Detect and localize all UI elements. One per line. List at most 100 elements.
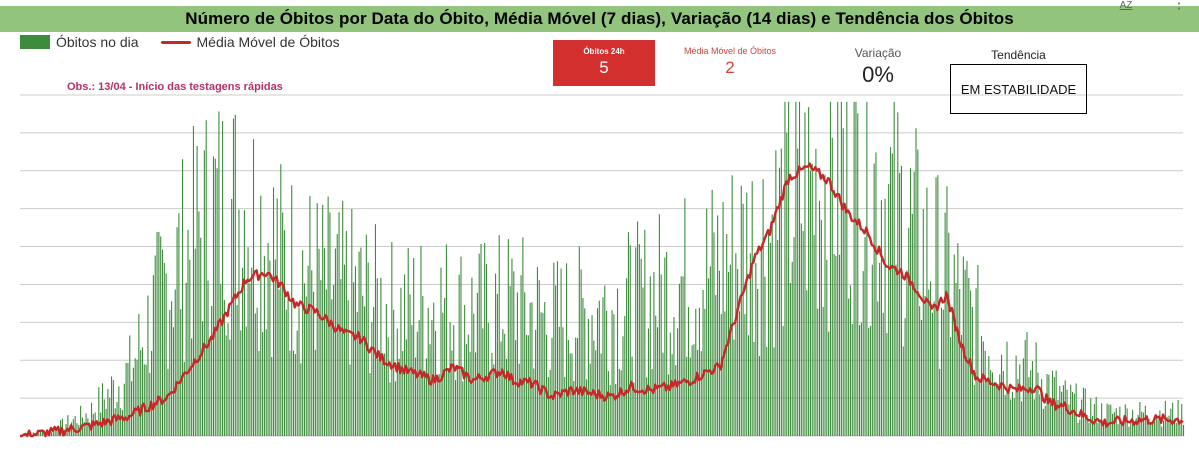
- sort-az-icon[interactable]: AZ: [1119, 0, 1133, 11]
- bar-obitos-no-dia: [875, 152, 877, 436]
- scorecard-variacao-value: 0%: [862, 62, 894, 87]
- bar-obitos-no-dia: [363, 306, 366, 436]
- bar-obitos-no-dia: [589, 363, 591, 436]
- bar-obitos-no-dia: [930, 281, 932, 436]
- scorecard-media-movel: Média Móvel de Óbitos 2: [675, 46, 785, 78]
- bar-obitos-no-dia: [125, 362, 127, 436]
- bar-obitos-no-dia: [533, 368, 535, 436]
- bar-obitos-no-dia: [851, 324, 853, 436]
- bar-obitos-no-dia: [172, 327, 174, 436]
- bar-obitos-no-dia: [209, 341, 211, 436]
- bar-obitos-no-dia: [1033, 399, 1035, 436]
- bar-obitos-no-dia: [868, 327, 870, 436]
- chart-title: Número de Óbitos por Data do Óbito, Médi…: [185, 9, 1014, 28]
- bar-obitos-no-dia: [551, 337, 553, 436]
- bar-obitos-no-dia: [1015, 355, 1017, 436]
- bar-obitos-no-dia: [143, 364, 145, 436]
- bar-obitos-no-dia: [788, 101, 790, 436]
- bar-obitos-no-dia: [218, 111, 220, 436]
- bar-obitos-no-dia: [320, 280, 322, 436]
- bar-obitos-no-dia: [140, 350, 142, 436]
- bar-obitos-no-dia: [489, 372, 491, 436]
- bar-obitos-no-dia: [1102, 422, 1105, 436]
- bar-obitos-no-dia: [556, 261, 559, 436]
- bar-obitos-no-dia: [251, 267, 253, 436]
- bar-obitos-no-dia: [973, 385, 975, 436]
- bar-obitos-no-dia: [1108, 404, 1110, 436]
- bar-obitos-no-dia: [1022, 358, 1024, 436]
- bar-obitos-no-dia: [848, 298, 850, 436]
- bar-obitos-no-dia: [778, 167, 781, 436]
- bar-obitos-no-dia: [564, 376, 566, 436]
- bar-obitos-no-dia: [242, 267, 244, 436]
- bar-obitos-no-dia: [1133, 423, 1135, 436]
- bar-obitos-no-dia: [828, 331, 830, 436]
- bar-obitos-no-dia: [1081, 399, 1083, 436]
- bar-obitos-no-dia: [593, 340, 595, 436]
- bar-obitos-no-dia: [647, 328, 650, 436]
- bar-obitos-no-dia: [591, 315, 593, 436]
- bar-obitos-no-dia: [769, 242, 771, 436]
- scorecard-obitos-24h-value: 5: [599, 58, 609, 77]
- bar-obitos-no-dia: [1155, 415, 1157, 436]
- bar-obitos-no-dia: [165, 273, 167, 436]
- bar-obitos-no-dia: [695, 308, 697, 436]
- bar-obitos-no-dia: [940, 307, 943, 436]
- bar-obitos-no-dia: [87, 418, 89, 436]
- bar-obitos-no-dia: [646, 377, 648, 436]
- bar-obitos-no-dia: [212, 156, 215, 436]
- bar-obitos-no-dia: [505, 358, 508, 436]
- bar-obitos-no-dia: [1146, 417, 1148, 436]
- bar-obitos-no-dia: [114, 408, 116, 436]
- bar-obitos-no-dia: [529, 302, 531, 436]
- bar-obitos-no-dia: [285, 309, 287, 436]
- bar-obitos-no-dia: [1166, 417, 1168, 436]
- bar-obitos-no-dia: [1028, 377, 1030, 436]
- bar-obitos-no-dia: [1059, 385, 1061, 436]
- bar-obitos-no-dia: [886, 333, 888, 436]
- bar-obitos-no-dia: [293, 350, 295, 436]
- bar-obitos-no-dia: [305, 296, 307, 436]
- bar-obitos-no-dia: [1117, 424, 1119, 436]
- bar-obitos-no-dia: [706, 208, 708, 436]
- legend-label-line: Média Móvel de Óbitos: [196, 34, 340, 50]
- bar-obitos-no-dia: [445, 244, 447, 436]
- bar-obitos-no-dia: [1061, 391, 1063, 436]
- bar-obitos-no-dia: [271, 356, 273, 436]
- bar-obitos-no-dia: [702, 289, 704, 436]
- more-vert-icon[interactable]: ⋮: [1171, 0, 1187, 12]
- bar-obitos-no-dia: [784, 101, 786, 436]
- bar-obitos-no-dia: [689, 357, 691, 436]
- bar-obitos-no-dia: [1008, 389, 1010, 436]
- bar-obitos-no-dia: [1019, 364, 1021, 436]
- bar-obitos-no-dia: [720, 314, 722, 436]
- bar-obitos-no-dia: [147, 295, 149, 436]
- bar-obitos-no-dia: [660, 274, 662, 436]
- bar-obitos-no-dia: [394, 381, 397, 436]
- bar-obitos-no-dia: [112, 380, 114, 436]
- bar-obitos-no-dia: [220, 283, 222, 436]
- bar-obitos-no-dia: [791, 261, 793, 436]
- bar-obitos-no-dia: [733, 339, 735, 436]
- bar-obitos-no-dia: [358, 251, 360, 436]
- bar-obitos-no-dia: [311, 270, 313, 436]
- bar-obitos-no-dia: [1017, 379, 1019, 436]
- bar-obitos-no-dia: [939, 368, 941, 436]
- bar-obitos-no-dia: [795, 101, 797, 436]
- bar-obitos-no-dia: [598, 300, 600, 436]
- bar-obitos-no-dia: [272, 187, 275, 436]
- bar-obitos-no-dia: [818, 200, 821, 436]
- bar-obitos-no-dia: [298, 307, 300, 436]
- bar-obitos-no-dia: [334, 248, 336, 436]
- bar-obitos-no-dia: [997, 384, 999, 436]
- legend-item-line: Média Móvel de Óbitos: [160, 34, 340, 50]
- legend: Óbitos no dia Média Móvel de Óbitos: [20, 34, 362, 50]
- bar-obitos-no-dia: [70, 422, 73, 436]
- bar-obitos-no-dia: [1031, 361, 1034, 436]
- bar-obitos-no-dia: [1179, 424, 1181, 436]
- legend-item-bars: Óbitos no dia: [20, 34, 139, 50]
- bar-obitos-no-dia: [764, 276, 766, 436]
- bar-obitos-no-dia: [884, 198, 886, 436]
- bar-obitos-no-dia: [751, 181, 753, 436]
- bar-obitos-no-dia: [192, 126, 194, 436]
